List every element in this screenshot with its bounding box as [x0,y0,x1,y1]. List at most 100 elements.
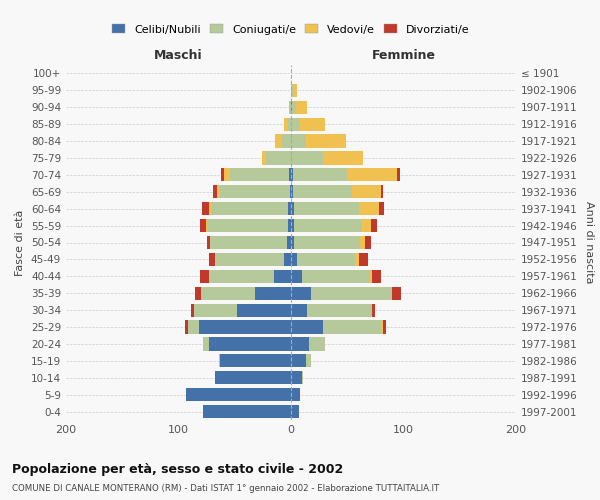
Bar [201,286,255,300]
Bar [372,304,376,316]
Bar [293,84,296,97]
Bar [291,202,295,215]
Bar [200,219,205,232]
Bar [379,202,385,215]
Bar [194,304,237,316]
Bar [302,371,304,384]
Bar [291,236,295,249]
Bar [282,134,291,147]
Bar [209,253,215,266]
Bar [311,286,392,300]
Bar [305,354,311,368]
Bar [287,118,291,131]
Bar [215,253,284,266]
Bar [291,371,302,384]
Bar [397,168,400,181]
Bar [291,338,309,350]
Bar [291,320,323,334]
Bar [359,253,367,266]
Bar [295,202,359,215]
Bar [185,320,187,334]
Bar [292,100,296,114]
Bar [305,134,346,147]
Bar [289,100,291,114]
Bar [359,236,365,249]
Bar [291,152,323,164]
Bar [223,168,230,181]
Bar [220,185,290,198]
Bar [191,304,194,316]
Bar [187,320,199,334]
Bar [296,100,307,114]
Bar [266,152,291,164]
Bar [352,185,381,198]
Bar [355,253,359,266]
Bar [291,84,293,97]
Bar [209,270,274,283]
Bar [347,168,397,181]
Bar [309,338,325,350]
Bar [323,152,363,164]
Bar [291,219,295,232]
Bar [291,304,307,316]
Text: COMUNE DI CANALE MONTERANO (RM) - Dati ISTAT 1° gennaio 2002 - Elaborazione TUTT: COMUNE DI CANALE MONTERANO (RM) - Dati I… [12,484,439,493]
Bar [199,320,291,334]
Bar [302,270,370,283]
Bar [291,185,293,198]
Bar [219,354,220,368]
Bar [217,185,220,198]
Bar [262,152,266,164]
Bar [291,405,299,418]
Bar [291,388,300,401]
Bar [381,185,383,198]
Y-axis label: Anni di nascita: Anni di nascita [584,201,594,284]
Bar [203,338,209,350]
Bar [214,185,217,198]
Bar [206,236,210,249]
Bar [284,118,287,131]
Bar [291,134,305,147]
Text: Popolazione per età, sesso e stato civile - 2002: Popolazione per età, sesso e stato civil… [12,462,343,475]
Bar [370,270,372,283]
Bar [215,371,291,384]
Bar [255,286,291,300]
Bar [202,202,209,215]
Bar [291,253,296,266]
Bar [295,236,359,249]
Bar [291,270,302,283]
Bar [291,100,292,114]
Bar [381,320,383,334]
Bar [295,219,362,232]
Bar [290,185,291,198]
Bar [287,236,291,249]
Bar [392,286,401,300]
Bar [220,354,291,368]
Bar [291,354,305,368]
Y-axis label: Fasce di età: Fasce di età [16,210,25,276]
Bar [206,219,287,232]
Bar [291,118,300,131]
Bar [307,304,372,316]
Bar [291,168,293,181]
Bar [237,304,291,316]
Bar [200,270,209,283]
Bar [371,219,377,232]
Bar [300,118,325,131]
Bar [365,236,371,249]
Bar [323,320,381,334]
Bar [274,270,291,283]
Bar [211,202,287,215]
Bar [293,168,347,181]
Bar [287,202,291,215]
Bar [205,219,206,232]
Bar [287,219,291,232]
Bar [209,338,291,350]
Bar [362,219,371,232]
Bar [187,388,291,401]
Bar [284,253,291,266]
Bar [210,236,287,249]
Bar [291,286,311,300]
Bar [196,286,201,300]
Bar [203,405,291,418]
Bar [275,134,282,147]
